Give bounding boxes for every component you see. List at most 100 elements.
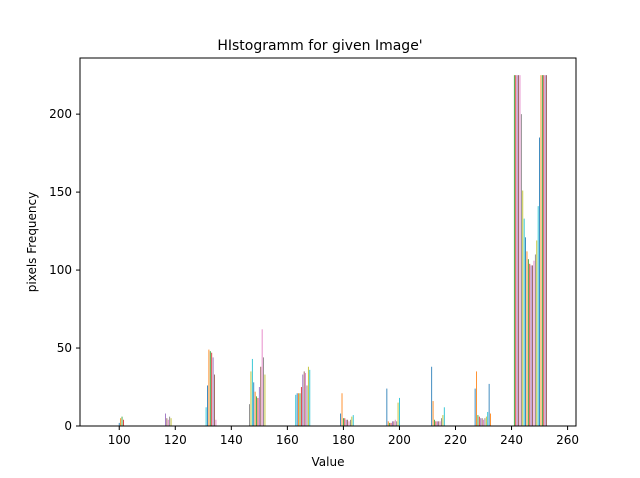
- x-tick-label: 100: [108, 433, 131, 447]
- histogram-bar: [540, 75, 542, 427]
- histogram-bar: [478, 416, 480, 426]
- histogram-bar: [211, 352, 213, 426]
- y-tick-label: 150: [49, 185, 72, 199]
- histogram-bar: [390, 422, 392, 426]
- x-tick-label: 260: [556, 433, 579, 447]
- histogram-bar: [389, 422, 391, 426]
- histogram-bar: [537, 206, 539, 426]
- histogram-bar: [443, 407, 445, 426]
- histogram-bar: [399, 397, 400, 426]
- histogram-bar: [305, 372, 306, 426]
- histogram-bar: [481, 418, 483, 426]
- histogram-bar: [341, 393, 343, 426]
- x-tick-label: 240: [500, 433, 523, 447]
- histogram-bar: [167, 419, 169, 426]
- histogram-bar: [438, 421, 440, 426]
- histogram-bar: [298, 393, 299, 426]
- histogram-bar: [344, 418, 346, 426]
- histogram-bar: [487, 411, 489, 426]
- histogram-bar: [393, 421, 395, 426]
- histogram-bar: [351, 416, 353, 426]
- histogram-bar: [520, 114, 522, 426]
- x-axis-label: Value: [312, 455, 345, 469]
- y-tick-label: 200: [49, 107, 72, 121]
- histogram-bar: [260, 366, 262, 426]
- histogram-bar: [518, 75, 519, 427]
- histogram-bar: [121, 416, 123, 426]
- chart-title: HIstogramm for given Image': [217, 38, 422, 54]
- histogram-bar: [169, 416, 171, 426]
- histogram-bar: [295, 394, 297, 426]
- histogram-bar: [436, 421, 438, 426]
- histogram-bar: [256, 396, 257, 426]
- histogram-bar: [165, 413, 166, 426]
- histogram-bar: [209, 351, 211, 426]
- x-tick-label: 180: [332, 433, 355, 447]
- plot-frame: [79, 57, 577, 427]
- x-tick-label: 160: [276, 433, 299, 447]
- histogram-bar: [474, 388, 476, 426]
- histogram-bar: [523, 218, 525, 426]
- x-tick-label: 220: [444, 433, 467, 447]
- histogram-bar: [484, 418, 486, 426]
- y-tick-label: 0: [64, 419, 72, 433]
- histogram-bar: [513, 75, 515, 427]
- histogram-bar: [309, 369, 311, 426]
- histogram-bar: [253, 382, 255, 426]
- x-tick-label: 200: [388, 433, 411, 447]
- histogram-bar: [476, 371, 477, 426]
- histogram-bar: [166, 418, 168, 426]
- histogram-bar: [296, 393, 298, 426]
- histogram-bar: [525, 237, 526, 426]
- histogram-bar: [515, 75, 517, 427]
- histogram-bar: [251, 358, 253, 426]
- histogram-bar: [431, 366, 433, 426]
- histogram-bar: [546, 75, 547, 427]
- histogram-bar: [345, 419, 347, 426]
- histogram-bar: [396, 421, 398, 426]
- histogram-bar: [522, 190, 524, 426]
- histogram-bar: [536, 240, 538, 426]
- histogram-bar: [392, 421, 393, 426]
- histogram-bar: [302, 374, 304, 426]
- histogram-bar: [543, 75, 545, 427]
- histogram-bar: [490, 413, 491, 426]
- histogram-bar: [118, 422, 120, 426]
- histogram-bar: [307, 366, 309, 426]
- histogram-bar: [300, 387, 302, 426]
- histogram-bar: [249, 404, 250, 426]
- histogram-bar: [488, 383, 490, 426]
- histogram-bar: [397, 402, 399, 426]
- histogram-bar: [532, 265, 533, 426]
- histogram-bar: [258, 387, 260, 426]
- histogram-bar: [350, 419, 351, 426]
- histogram-bar: [529, 263, 531, 426]
- histogram-bar: [264, 374, 266, 426]
- histogram-bar: [527, 259, 529, 426]
- histogram-bar: [257, 397, 259, 426]
- x-axis-ticks: 100 120 140 160 180 200 220 240 260: [108, 426, 579, 447]
- histogram-bar: [387, 421, 389, 426]
- histogram-bar: [261, 329, 263, 426]
- histogram-bar: [541, 75, 543, 427]
- histogram-bar: [352, 415, 354, 426]
- x-tick-label: 140: [220, 433, 243, 447]
- histogram-bar: [208, 349, 210, 426]
- histogram-bar: [434, 419, 435, 426]
- histogram-bar: [250, 371, 252, 426]
- histogram-bar: [347, 419, 349, 426]
- histogram-bar: [516, 75, 518, 427]
- histogram-bar: [299, 393, 301, 426]
- histogram-bar: [207, 385, 208, 426]
- histogram-bar: [254, 391, 256, 426]
- histogram-bar: [123, 419, 124, 426]
- histogram-bar: [442, 415, 444, 426]
- x-tick-label: 120: [164, 433, 187, 447]
- histogram-bar: [441, 418, 442, 426]
- y-axis-label: pixels Frequency: [25, 192, 39, 292]
- histogram-bar: [530, 265, 532, 426]
- histogram-bar: [519, 75, 521, 427]
- histogram-bar: [303, 371, 305, 426]
- histogram-bar: [214, 374, 215, 426]
